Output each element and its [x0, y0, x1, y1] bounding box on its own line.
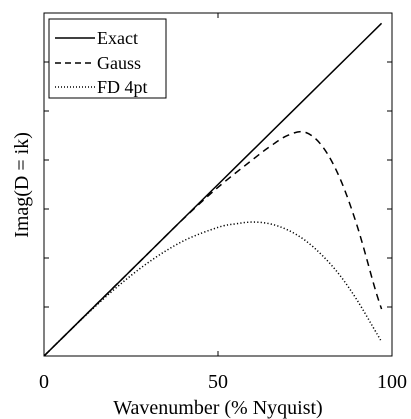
series-line-exact [43, 22, 383, 357]
series-line-fd-4pt [43, 221, 383, 357]
legend-box [48, 18, 167, 99]
series-layer [43, 22, 383, 357]
x-axis-label: Wavenumber (% Nyquist) [113, 397, 322, 419]
legend-label-gauss: Gauss [97, 53, 141, 73]
y-axis-label: Imag(D = ik) [11, 132, 33, 238]
x-tick-label-50: 50 [208, 371, 228, 393]
y-tick-marks [44, 12, 392, 357]
legend: Exact Gauss FD 4pt [48, 18, 167, 99]
legend-label-fd4pt: FD 4pt [97, 77, 148, 97]
x-tick-label-0: 0 [39, 371, 49, 393]
series-line-gauss [43, 130, 383, 357]
legend-label-exact: Exact [97, 28, 138, 48]
x-tick-label-100: 100 [377, 371, 407, 393]
